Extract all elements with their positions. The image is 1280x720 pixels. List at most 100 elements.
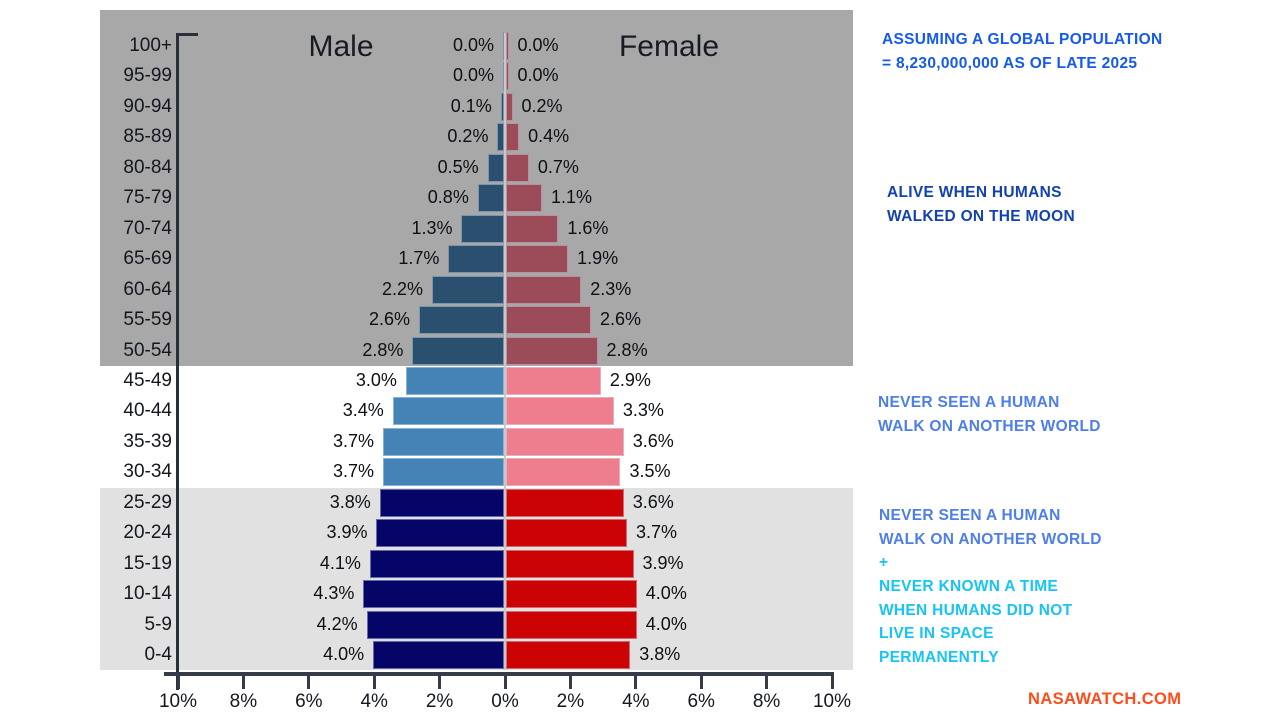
annotation-line: WALKED ON THE MOON [887, 207, 1075, 225]
age-group-label: 95-99 [123, 65, 172, 87]
age-group-label: 0-4 [144, 644, 172, 665]
x-axis-tick-label: 6% [295, 691, 323, 712]
x-axis-tick-label: 2% [425, 691, 454, 712]
female-bar [506, 549, 634, 578]
female-bar [506, 306, 592, 335]
male-value-label: 0.0% [452, 65, 494, 86]
x-axis-tick-mark [372, 672, 376, 689]
x-axis-tick-mark [176, 672, 180, 689]
female-value-label: 1.9% [577, 248, 619, 269]
x-axis-tick-label: 6% [687, 691, 715, 712]
female-value-label: 3.3% [622, 400, 664, 421]
annotation-line: ASSUMING A GLOBAL POPULATION [882, 31, 1163, 48]
male-value-label: 4.1% [319, 552, 361, 573]
male-bar [477, 184, 504, 213]
zero-percent-center-line [504, 33, 506, 670]
male-value-label: 1.7% [398, 248, 440, 269]
male-value-label: 3.4% [342, 400, 384, 421]
annotation-line: NEVER SEEN A HUMAN [879, 507, 1061, 524]
male-bar [487, 153, 504, 182]
female-value-label: 0.4% [528, 126, 570, 147]
female-value-label: 4.0% [645, 583, 687, 604]
annotation-line: NEVER SEEN A HUMAN [878, 394, 1060, 411]
male-bar [383, 427, 504, 456]
x-axis-tick-mark [307, 672, 311, 689]
nasawatch-watermark: NASAWATCH.COM [1028, 690, 1182, 708]
male-value-label: 2.6% [368, 309, 410, 330]
age-group-label: 55-59 [123, 309, 172, 331]
male-value-label: 3.8% [329, 491, 371, 512]
x-axis-tick-label: 10% [812, 691, 852, 712]
annotation-line: WALK ON ANOTHER WORLD [878, 417, 1101, 435]
male-value-label: 4.2% [316, 613, 358, 634]
x-axis-tick-mark [699, 672, 703, 689]
male-value-label: 3.7% [332, 430, 374, 451]
annotation-line: = 8,230,000,000 AS OF LATE 2025 [882, 54, 1138, 72]
annotation-line: PERMANENTLY [879, 648, 999, 666]
male-value-label: 2.8% [362, 339, 404, 360]
female-bar [506, 641, 631, 669]
male-bar [363, 580, 504, 609]
age-group-label: 45-49 [123, 369, 172, 391]
female-bar [506, 427, 624, 456]
female-value-label: 3.6% [632, 491, 674, 512]
x-axis-line [164, 672, 834, 676]
male-value-label: 4.3% [313, 583, 355, 604]
male-bar [383, 458, 504, 487]
age-group-label: 70-74 [123, 217, 172, 239]
age-group-label: 80-84 [123, 156, 172, 178]
female-value-label: 0.0% [517, 65, 559, 86]
male-bar [392, 397, 504, 426]
annotation-plus-sign: + [879, 554, 889, 571]
x-axis-tick-mark [568, 672, 572, 689]
age-group-label: 40-44 [123, 400, 172, 422]
female-bar [506, 458, 621, 487]
x-axis-tick-label: 2% [556, 691, 585, 712]
female-bar [506, 488, 624, 517]
male-value-label: 0.8% [427, 187, 469, 208]
female-value-label: 3.9% [642, 552, 684, 573]
annotation-line: ALIVE WHEN HUMANS [887, 184, 1062, 201]
x-axis-tick-label: 8% [752, 691, 781, 712]
female-bar [506, 245, 569, 274]
male-bar [503, 32, 504, 60]
male-value-label: 2.2% [382, 278, 424, 299]
female-bar [506, 214, 559, 243]
female-value-label: 1.6% [567, 217, 609, 238]
male-bar [448, 245, 504, 274]
female-bar [506, 62, 509, 91]
female-value-label: 2.6% [600, 309, 642, 330]
female-value-label: 1.1% [550, 187, 592, 208]
x-axis-tick-label: 0% [491, 691, 519, 712]
male-bar [497, 123, 504, 152]
male-bar [500, 92, 504, 121]
male-bar [503, 62, 504, 91]
female-value-label: 0.2% [521, 95, 563, 116]
annotation-line: WALK ON ANOTHER WORLD [879, 530, 1102, 548]
female-value-label: 2.9% [609, 369, 651, 390]
age-group-label: 5-9 [144, 613, 172, 635]
age-group-label: 10-14 [123, 583, 172, 605]
female-value-label: 3.5% [629, 461, 671, 482]
x-axis-tick-label: 4% [622, 691, 650, 712]
male-bar [369, 549, 504, 578]
x-axis-tick-mark [241, 672, 245, 689]
annotation-never-seen-low: NEVER SEEN A HUMAN WALK ON ANOTHER WORLD [879, 504, 1102, 551]
male-bar [379, 488, 504, 517]
female-series-title: Female [618, 30, 720, 63]
female-bar [506, 92, 513, 121]
male-value-label: 3.0% [355, 369, 397, 390]
female-bar [506, 275, 582, 304]
x-axis-tick-mark [830, 672, 834, 689]
annotation-never-seen-mid: NEVER SEEN A HUMAN WALK ON ANOTHER WORLD [878, 391, 1101, 438]
x-axis-tick-mark [765, 672, 769, 689]
x-axis-tick-mark [634, 672, 638, 689]
male-bar [461, 214, 504, 243]
age-group-label: 30-34 [123, 461, 172, 483]
male-bar [418, 306, 504, 335]
female-bar [506, 580, 637, 609]
x-axis-tick-label: 10% [158, 691, 198, 712]
female-bar [506, 123, 520, 152]
annotation-space-era: NEVER KNOWN A TIME WHEN HUMANS DID NOT LIV… [879, 575, 1072, 669]
